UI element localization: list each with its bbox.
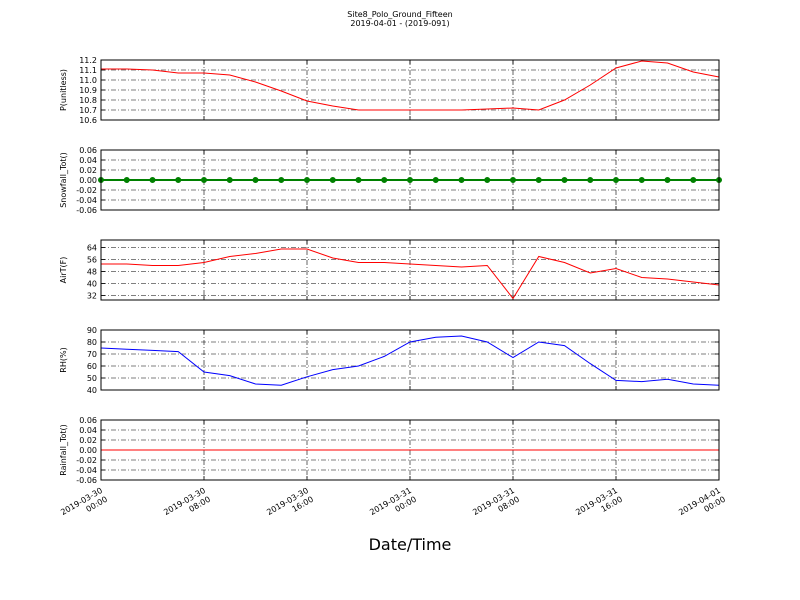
data-point bbox=[304, 177, 310, 183]
y-axis-label: AirT(F) bbox=[59, 257, 68, 284]
chart-title: Site8_Polo_Ground_Fifteen bbox=[347, 10, 452, 19]
y-tick-label: 60 bbox=[87, 362, 97, 371]
y-tick-label: 0.00 bbox=[79, 446, 97, 455]
y-tick-label: 32 bbox=[87, 292, 97, 301]
plot-frame bbox=[100, 149, 720, 211]
y-tick-label: 0.04 bbox=[79, 156, 97, 165]
x-tick-label: 2019-03-3100:00 bbox=[368, 486, 418, 526]
y-axis-label: RH(%) bbox=[59, 347, 68, 372]
data-point bbox=[587, 177, 594, 183]
data-point bbox=[381, 177, 388, 183]
data-point bbox=[484, 177, 491, 183]
y-tick-label: 40 bbox=[87, 386, 97, 395]
y-tick-label: 0.06 bbox=[79, 146, 97, 155]
y-tick-label: -0.04 bbox=[76, 466, 97, 475]
data-point bbox=[432, 177, 439, 183]
data-point bbox=[123, 177, 130, 183]
y-tick-label: 0.02 bbox=[79, 166, 97, 175]
plot-frame bbox=[100, 419, 720, 481]
x-tick-label: 2019-04-0100:00 bbox=[677, 486, 727, 526]
x-axis-label: Date/Time bbox=[369, 535, 452, 554]
data-point bbox=[278, 177, 285, 183]
data-point bbox=[149, 177, 156, 183]
y-tick-label: 40 bbox=[87, 280, 97, 289]
y-tick-label: 10.9 bbox=[79, 86, 97, 95]
y-axis-label: P(unitless) bbox=[59, 69, 68, 111]
chart-subtitle: 2019-04-01 - (2019-091) bbox=[350, 19, 449, 28]
y-tick-label: 0.00 bbox=[79, 176, 97, 185]
x-tick-label: 2019-03-3016:00 bbox=[265, 486, 315, 526]
y-tick-label: 10.7 bbox=[79, 106, 97, 115]
data-line bbox=[101, 60, 720, 111]
data-line bbox=[101, 248, 720, 300]
y-tick-label: 48 bbox=[87, 268, 97, 277]
y-tick-label: -0.02 bbox=[76, 456, 97, 465]
y-tick-label: 11.2 bbox=[79, 56, 97, 65]
y-tick-label: -0.06 bbox=[76, 206, 97, 215]
data-point bbox=[252, 177, 259, 183]
y-tick-label: 64 bbox=[87, 244, 97, 253]
y-tick-label: 50 bbox=[87, 374, 97, 383]
plot-frame bbox=[100, 59, 720, 121]
plot-frame bbox=[100, 239, 720, 301]
y-tick-label: -0.02 bbox=[76, 186, 97, 195]
plot-frame bbox=[100, 329, 720, 391]
data-point bbox=[535, 177, 542, 183]
data-point bbox=[613, 177, 619, 183]
data-point bbox=[329, 177, 336, 183]
y-tick-label: 0.04 bbox=[79, 426, 97, 435]
x-tick-label: 2019-03-3000:00 bbox=[59, 486, 109, 526]
y-axis-label: Snowfall_Tot() bbox=[59, 152, 68, 208]
x-tick-label: 2019-03-3116:00 bbox=[574, 486, 624, 526]
y-tick-label: -0.06 bbox=[76, 476, 97, 485]
data-point bbox=[226, 177, 233, 183]
data-point bbox=[561, 177, 568, 183]
x-tick-label: 2019-03-3108:00 bbox=[471, 486, 521, 526]
data-point bbox=[458, 177, 465, 183]
y-axis-label: Rainfall_Tot() bbox=[59, 424, 68, 476]
data-point bbox=[690, 177, 697, 183]
y-tick-label: 56 bbox=[87, 256, 97, 265]
data-point bbox=[407, 177, 413, 183]
y-tick-label: 0.02 bbox=[79, 436, 97, 445]
y-tick-label: 10.8 bbox=[79, 96, 97, 105]
y-tick-label: 11.1 bbox=[79, 66, 97, 75]
data-line bbox=[100, 335, 720, 386]
data-point bbox=[510, 177, 516, 183]
data-point bbox=[638, 177, 645, 183]
y-tick-label: 90 bbox=[87, 326, 97, 335]
y-tick-label: 11.0 bbox=[79, 76, 97, 85]
data-point bbox=[664, 177, 671, 183]
y-tick-label: 70 bbox=[87, 350, 97, 359]
data-point bbox=[355, 177, 362, 183]
data-point bbox=[201, 177, 207, 183]
y-tick-label: -0.04 bbox=[76, 196, 97, 205]
y-tick-label: 10.6 bbox=[79, 116, 97, 125]
y-tick-label: 0.06 bbox=[79, 416, 97, 425]
y-tick-label: 80 bbox=[87, 338, 97, 347]
x-tick-label: 2019-03-3008:00 bbox=[162, 486, 212, 526]
data-point bbox=[175, 177, 182, 183]
